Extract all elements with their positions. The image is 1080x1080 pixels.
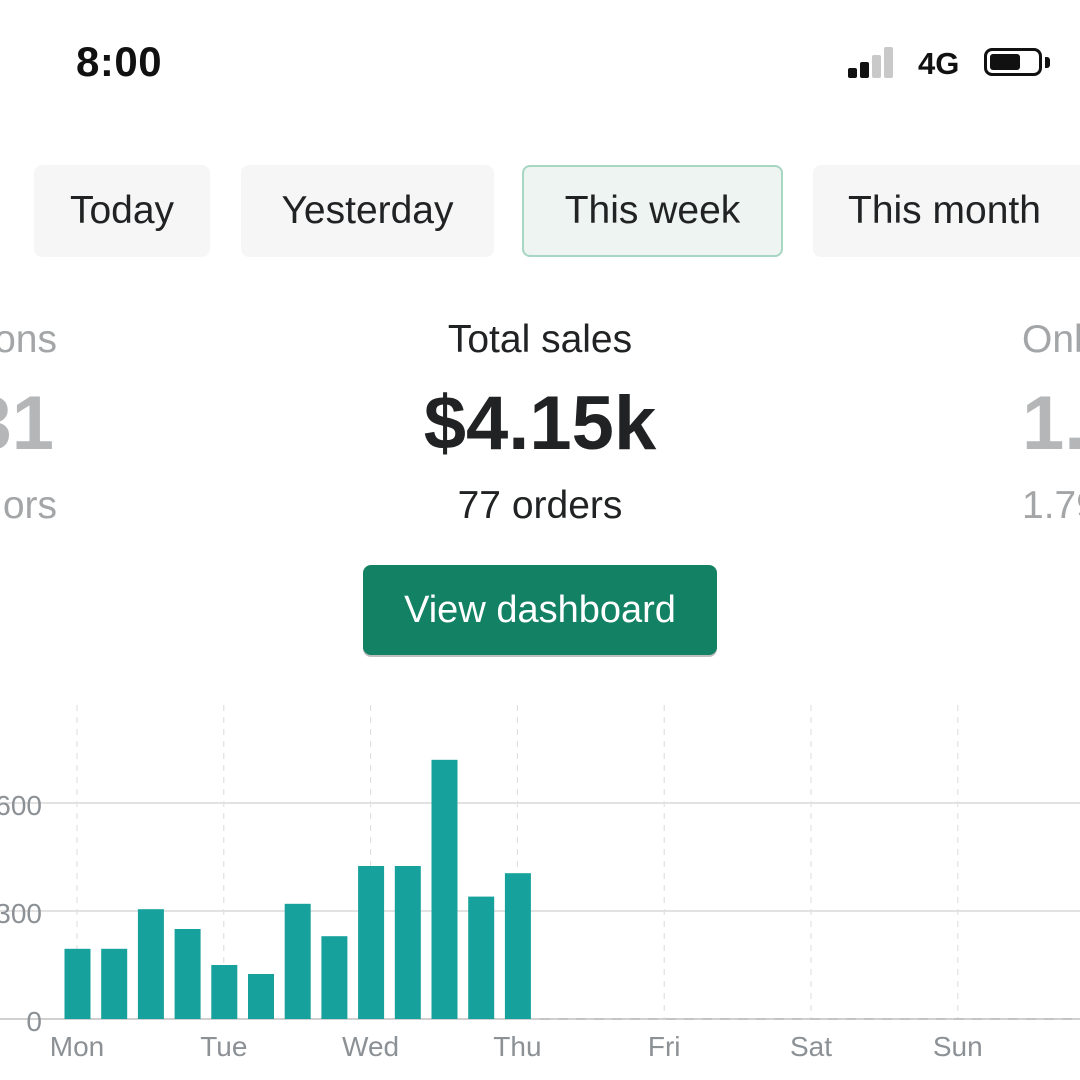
chart-bar [321, 936, 348, 1019]
signal-bar [884, 47, 893, 78]
x-tick-label-wed: Wed [342, 1031, 399, 1062]
total-sales-value: $4.15k [423, 381, 657, 466]
metric-label: ons [0, 318, 57, 361]
metric-value: 31 [0, 381, 54, 466]
tab-this-week[interactable]: This week [522, 165, 783, 257]
tab-today[interactable]: Today [34, 165, 210, 257]
x-tick-label-tue: Tue [200, 1031, 247, 1062]
x-tick-label-fri: Fri [648, 1031, 681, 1062]
x-tick-label-sun: Sun [933, 1031, 983, 1062]
status-time: 8:00 [76, 38, 163, 85]
chart-bar [504, 873, 531, 1019]
chart-bar [137, 909, 164, 1019]
battery-cap-icon [1045, 57, 1050, 68]
battery-icon [984, 48, 1042, 76]
y-tick-label: 0 [26, 1006, 42, 1037]
signal-bar [848, 68, 857, 78]
tab-this-month[interactable]: This month [813, 165, 1080, 257]
signal-strength-icon [848, 46, 904, 78]
chart-bar [64, 948, 91, 1019]
tab-yesterday[interactable]: Yesterday [241, 165, 494, 257]
chart-bar [431, 759, 458, 1019]
total-sales-orders: 77 orders [457, 484, 623, 527]
metric-sub: 1.79 [1022, 484, 1080, 527]
signal-bar [860, 62, 869, 78]
chart-bar [101, 948, 128, 1019]
y-tick-label: 300 [0, 898, 42, 929]
metric-sub: ors [2, 484, 57, 527]
chart-bar [284, 903, 311, 1019]
x-tick-label-sat: Sat [790, 1031, 832, 1062]
y-tick-label: 600 [0, 790, 42, 821]
chart-bar [358, 866, 385, 1019]
x-tick-label-thu: Thu [493, 1031, 541, 1062]
x-tick-label-mon: Mon [50, 1031, 104, 1062]
total-sales-label: Total sales [447, 318, 633, 361]
chart-bar [394, 866, 421, 1019]
network-type: 4G [918, 46, 960, 81]
chart-bar [248, 974, 274, 1019]
chart-bar [211, 965, 238, 1019]
view-dashboard-button[interactable]: View dashboard [363, 565, 717, 655]
metric-value: 1. [1022, 381, 1080, 466]
chart-bar [468, 896, 495, 1019]
chart-bar [174, 929, 201, 1019]
metric-label: Onl [1022, 318, 1080, 361]
signal-bar [872, 55, 881, 78]
